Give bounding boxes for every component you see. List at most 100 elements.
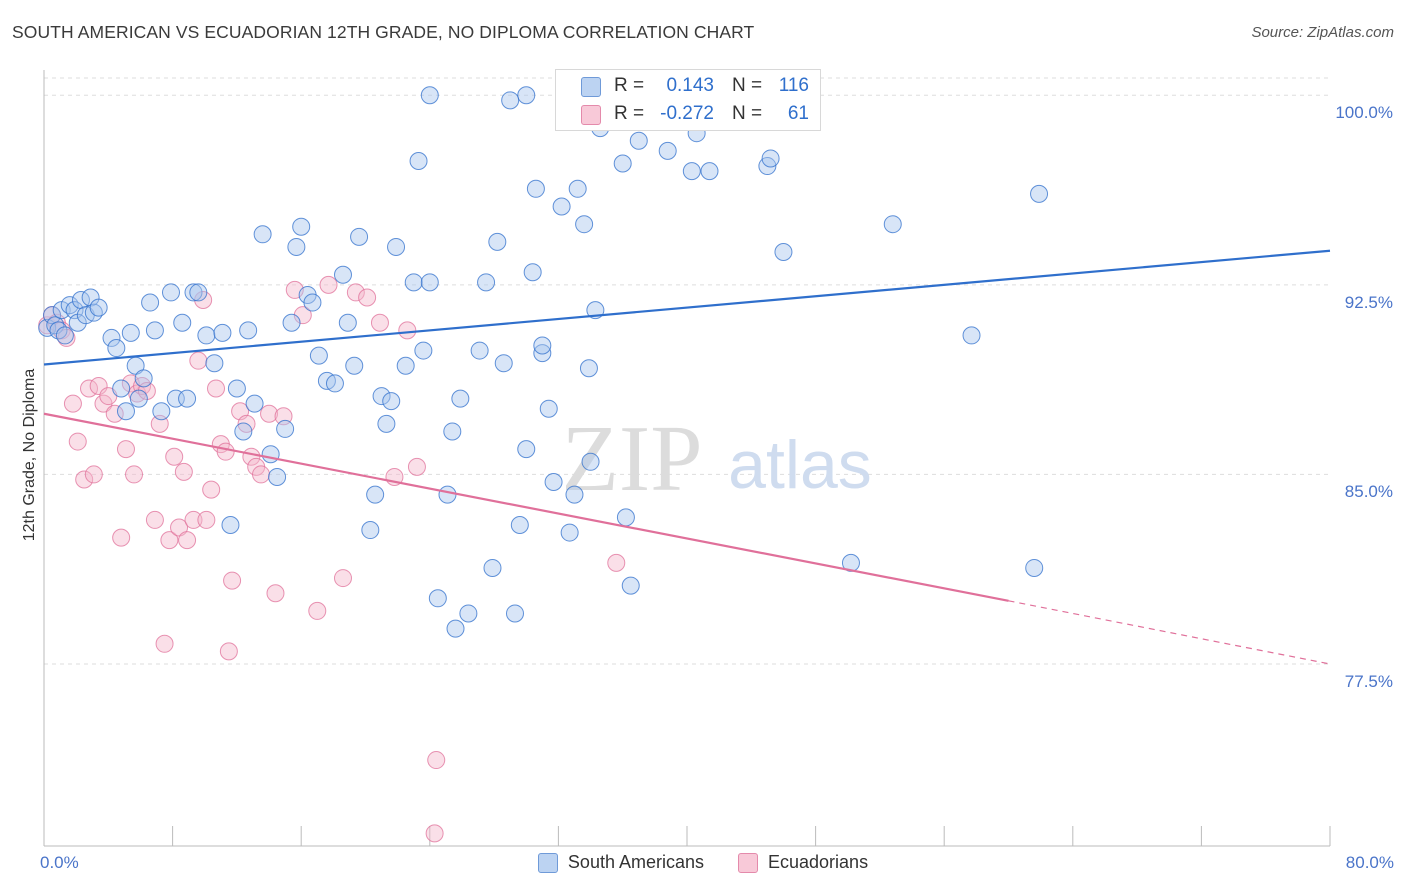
blue-swatch	[537, 852, 558, 873]
data-point	[319, 275, 338, 294]
data-point	[125, 465, 144, 484]
data-point	[245, 394, 264, 413]
data-point	[145, 321, 164, 340]
data-point	[501, 91, 520, 110]
data-point	[102, 328, 121, 347]
data-point	[213, 323, 232, 342]
data-point	[63, 394, 82, 413]
data-point	[483, 558, 502, 577]
data-point	[568, 179, 587, 198]
data-point	[414, 341, 433, 360]
data-point	[227, 379, 246, 398]
data-point	[459, 604, 478, 623]
data-point	[68, 432, 87, 451]
data-point	[517, 440, 536, 459]
data-point	[358, 288, 377, 307]
y-tick-label: 85.0%	[1344, 482, 1393, 502]
data-point	[219, 642, 238, 661]
n-label: N =	[732, 103, 763, 124]
south-americans-trend-line	[43, 249, 1331, 366]
data-point	[325, 374, 344, 393]
data-point	[202, 480, 221, 499]
data-point	[613, 154, 632, 173]
data-point	[544, 473, 563, 492]
data-point	[883, 215, 902, 234]
data-point	[253, 225, 272, 244]
data-point	[234, 422, 253, 441]
data-point	[134, 369, 153, 388]
data-point	[266, 584, 285, 603]
data-point	[1030, 184, 1049, 203]
y-axis-title: 12th Grade, No Diploma	[21, 368, 38, 542]
n-value: 116	[778, 75, 809, 96]
data-point	[252, 465, 271, 484]
data-point	[443, 422, 462, 441]
n-label: N =	[732, 75, 763, 96]
data-point	[404, 273, 423, 292]
data-point	[308, 601, 327, 620]
data-point	[575, 215, 594, 234]
trend-lines	[43, 249, 1331, 665]
data-point	[161, 283, 180, 302]
data-point	[223, 571, 242, 590]
data-point	[112, 528, 131, 547]
data-point	[197, 510, 216, 529]
watermark-zip: ZIP	[562, 407, 703, 511]
watermark: ZIP atlas	[562, 407, 872, 511]
data-point	[345, 356, 364, 375]
data-point	[579, 359, 598, 378]
data-point	[366, 485, 385, 504]
data-point	[350, 227, 369, 246]
data-point	[761, 149, 780, 168]
stats-row-ecuadorians: R = -0.272 N = 61	[556, 101, 822, 129]
data-point	[239, 321, 258, 340]
data-point	[178, 531, 197, 550]
data-point	[261, 445, 280, 464]
y-tick-label: 92.5%	[1344, 292, 1393, 312]
ecuadorians-trend-line	[43, 412, 1009, 602]
x-tick-label-min: 0.0%	[40, 853, 79, 872]
data-point	[517, 86, 536, 105]
data-point	[276, 419, 295, 438]
data-point	[494, 354, 513, 373]
data-point	[552, 197, 571, 216]
legend-item-south-americans[interactable]: South Americans	[537, 852, 704, 873]
data-point	[560, 523, 579, 542]
data-point	[565, 485, 584, 504]
pink-swatch	[738, 852, 758, 873]
data-point	[145, 510, 164, 529]
data-point	[173, 313, 192, 332]
data-point	[539, 399, 558, 418]
data-point	[581, 452, 600, 471]
data-point	[207, 379, 226, 398]
data-point	[629, 131, 648, 150]
data-point	[112, 379, 131, 398]
data-point	[427, 751, 446, 770]
bottom-legend: South Americans Ecuadorians	[0, 852, 1406, 873]
data-point	[425, 824, 444, 843]
data-point	[526, 179, 545, 198]
data-point	[382, 392, 401, 411]
data-point	[43, 306, 62, 325]
data-point	[407, 457, 426, 476]
watermark-atlas: atlas	[728, 427, 872, 503]
legend-item-ecuadorians[interactable]: Ecuadorians	[738, 852, 868, 873]
data-point	[287, 237, 306, 256]
data-point	[89, 376, 108, 395]
legend-label: South Americans	[567, 852, 704, 872]
data-point	[377, 414, 396, 433]
data-point	[174, 462, 193, 481]
stats-legend: R = 0.143 N = 116 R = -0.272 N = 61	[555, 69, 821, 131]
legend-label: Ecuadorians	[768, 852, 869, 872]
data-point	[165, 447, 184, 466]
ecuadorians-points	[38, 275, 626, 843]
data-point	[260, 404, 279, 423]
data-point	[428, 589, 447, 608]
data-point	[75, 470, 94, 489]
data-point	[116, 440, 135, 459]
data-point	[205, 354, 224, 373]
data-point	[141, 293, 160, 312]
chart-title: SOUTH AMERICAN VS ECUADORIAN 12TH GRADE,…	[12, 22, 755, 42]
data-point	[533, 336, 552, 355]
